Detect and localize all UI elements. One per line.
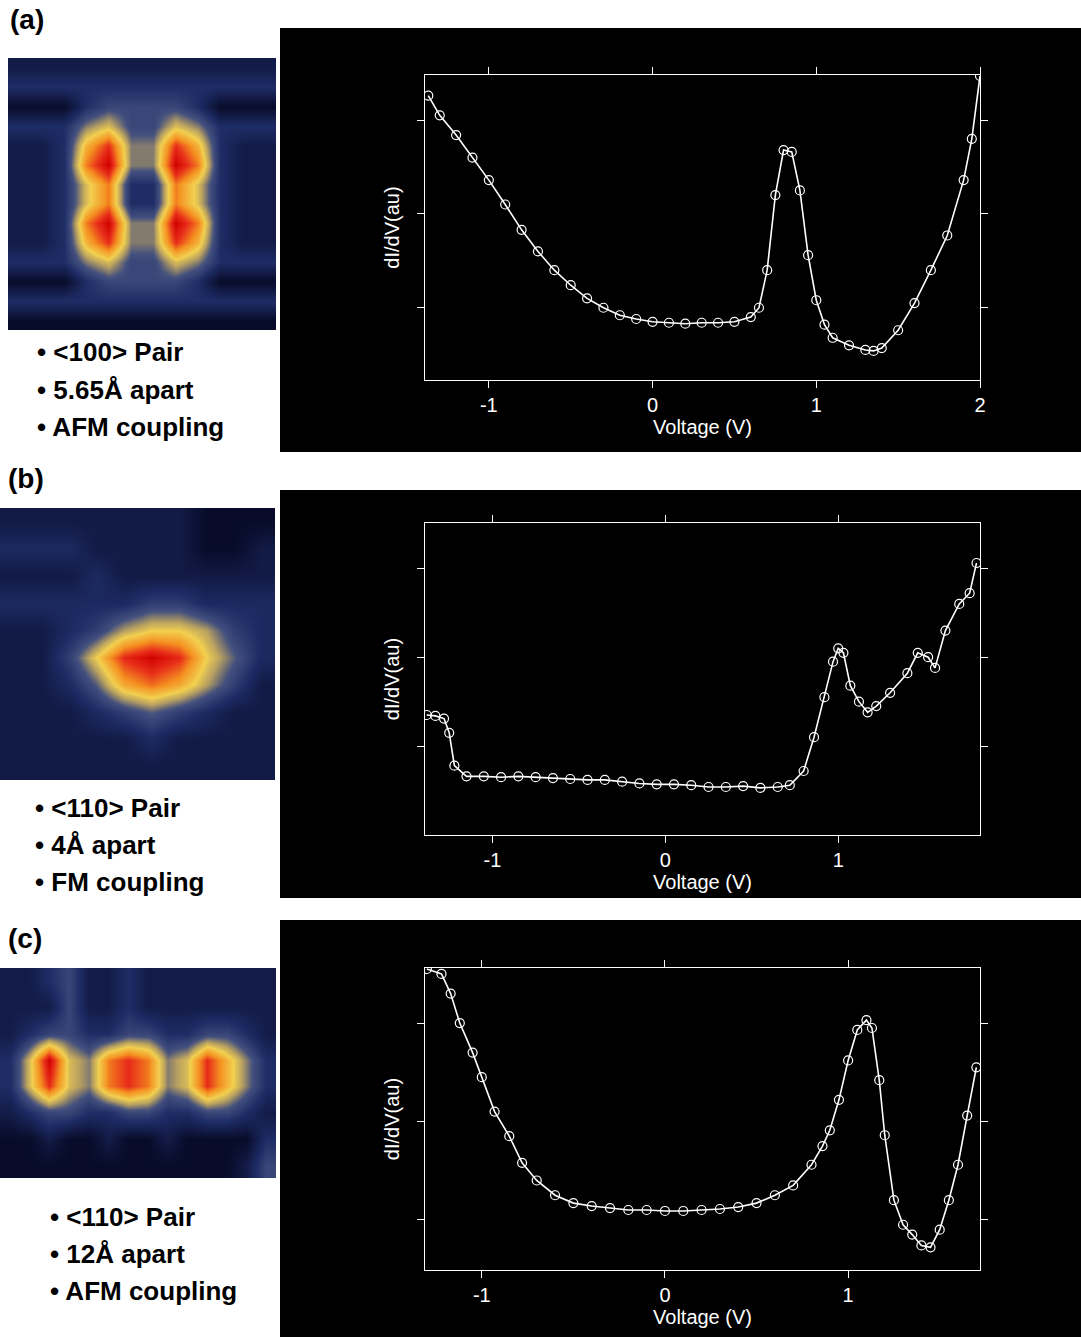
svg-text:(c): (c)	[8, 923, 42, 954]
svg-text:• 12Å apart: • 12Å apart	[50, 1239, 185, 1269]
svg-text:2: 2	[974, 394, 985, 416]
svg-text:(a): (a)	[10, 4, 44, 35]
svg-text:dI/dV(au): dI/dV(au)	[381, 186, 403, 268]
svg-text:1: 1	[843, 1284, 854, 1306]
svg-text:• FM coupling: • FM coupling	[35, 867, 204, 897]
svg-text:-1: -1	[473, 1284, 491, 1306]
svg-text:(b): (b)	[8, 463, 44, 494]
svg-text:1: 1	[833, 849, 844, 871]
svg-text:• <110> Pair: • <110> Pair	[35, 793, 180, 823]
svg-text:dI/dV(au): dI/dV(au)	[381, 1078, 403, 1160]
svg-text:-1: -1	[484, 849, 502, 871]
svg-text:• AFM coupling: • AFM coupling	[50, 1276, 237, 1306]
svg-text:• AFM coupling: • AFM coupling	[37, 412, 224, 442]
svg-text:0: 0	[660, 849, 671, 871]
svg-text:• 5.65Å apart: • 5.65Å apart	[37, 375, 194, 405]
svg-text:1: 1	[811, 394, 822, 416]
svg-text:• <100> Pair: • <100> Pair	[37, 337, 183, 367]
svg-text:dI/dV(au): dI/dV(au)	[381, 638, 403, 720]
svg-text:0: 0	[659, 1284, 670, 1306]
svg-text:Voltage (V): Voltage (V)	[653, 416, 752, 438]
svg-text:• 4Å apart: • 4Å apart	[35, 830, 156, 860]
svg-text:0: 0	[647, 394, 658, 416]
svg-text:Voltage (V): Voltage (V)	[653, 871, 752, 893]
svg-text:• <110> Pair: • <110> Pair	[50, 1202, 195, 1232]
svg-text:-1: -1	[480, 394, 498, 416]
svg-text:Voltage (V): Voltage (V)	[653, 1306, 752, 1328]
